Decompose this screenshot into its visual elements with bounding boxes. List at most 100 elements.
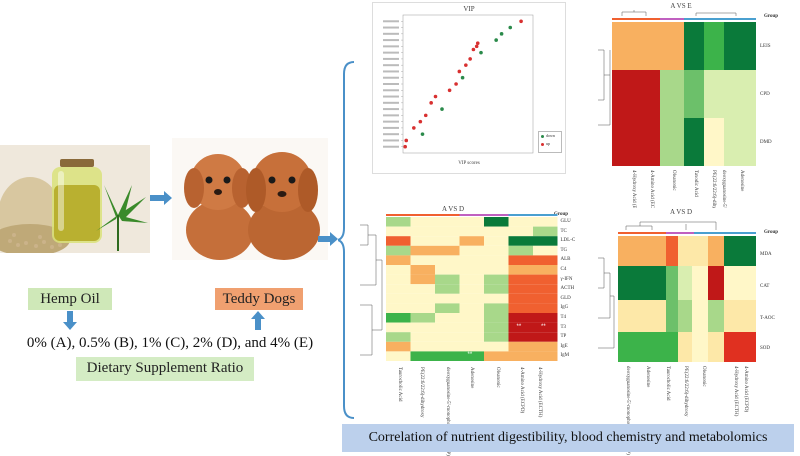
heatmap-a-vs-d1-cell bbox=[386, 313, 411, 323]
heatmap-a-vs-d1-cell bbox=[435, 255, 460, 265]
heatmap-a-vs-d2-panel: A VS D Group bbox=[596, 208, 792, 455]
vip-point-up bbox=[412, 126, 416, 130]
heatmap-a-vs-d1-cell bbox=[484, 236, 509, 246]
heatmap-a-vs-d1-cell bbox=[459, 351, 484, 361]
heatmap-a-vs-d1-cell bbox=[484, 265, 509, 275]
heatmap-a-vs-d1-cell bbox=[386, 303, 411, 313]
heatmap-a-vs-d1-row: ACTH bbox=[560, 286, 575, 292]
vip-point-down bbox=[460, 75, 465, 80]
heatmap-a-vs-d1-cell bbox=[508, 226, 533, 237]
heatmap-a-vs-d1-grid bbox=[360, 214, 558, 361]
heatmap-a-vs-d2-col-1: Adenosine bbox=[645, 366, 650, 388]
heatmap-a-vs-d2-grid bbox=[598, 221, 756, 362]
heatmap-a-vs-d1-cell bbox=[459, 322, 484, 333]
heatmap-a-vs-d1-cell bbox=[459, 245, 484, 256]
heatmap-a-vs-e-panel: A VS E Group LEIS CPD DMD 4-Hydroxy Acid… bbox=[596, 2, 792, 259]
heatmap-a-vs-d1-cell bbox=[508, 303, 533, 313]
heatmap-a-vs-d1-row: TG bbox=[560, 247, 568, 253]
vip-metabolite-label bbox=[383, 120, 399, 123]
heatmap-a-vs-e-title: A VS E bbox=[670, 2, 692, 10]
heatmap-a-vs-d1-row: T4 bbox=[560, 315, 567, 320]
heatmap-a-vs-d2-col-4: Oleanonic bbox=[701, 366, 706, 387]
heatmap-a-vs-d1-row: C4 bbox=[560, 267, 567, 272]
heatmap-a-vs-d1-cell bbox=[484, 313, 509, 323]
vip-metabolite-label bbox=[383, 95, 399, 98]
heatmap-a-vs-d1-cell bbox=[484, 284, 509, 294]
heatmap-a-vs-d1-cell bbox=[533, 332, 558, 342]
heatmap-a-vs-d1-cell bbox=[508, 351, 533, 361]
heatmap-a-vs-e-row-2: DMD bbox=[760, 140, 772, 145]
heatmap-a-vs-d1-cell bbox=[435, 293, 460, 304]
heatmap-a-vs-d1-cell bbox=[435, 303, 460, 313]
heatmap-a-vs-d1-cell bbox=[508, 245, 533, 256]
heatmap-a-vs-d1-cell bbox=[435, 341, 460, 352]
heatmap-a-vs-d1-cell bbox=[533, 351, 558, 361]
vip-frame bbox=[402, 14, 534, 154]
heatmap-a-vs-d1-cell bbox=[435, 351, 460, 361]
heatmap-a-vs-d1-cell bbox=[533, 236, 558, 246]
heatmap-a-vs-d1-cell bbox=[533, 303, 558, 313]
heatmap-a-vs-d1-cell bbox=[508, 274, 533, 285]
heatmap-a-vs-d1-cell bbox=[533, 217, 558, 227]
heatmap-a-vs-d1-cell bbox=[459, 217, 484, 227]
heatmap-a-vs-d1-row: LDL-C bbox=[560, 238, 576, 244]
vip-point-up bbox=[468, 57, 472, 61]
heatmap-a-vs-d1-cell bbox=[386, 332, 411, 342]
heatmap-a-vs-d1-cell bbox=[410, 217, 435, 227]
heatmap-a-vs-d1-cell bbox=[410, 313, 435, 323]
legend-down-dot bbox=[541, 135, 544, 138]
heatmap-a-vs-d1-cell bbox=[533, 255, 558, 265]
heatmap-a-vs-d1-cell bbox=[410, 284, 435, 294]
heatmap-a-vs-d1-cell bbox=[410, 236, 435, 246]
heatmap-a-vs-d1-cell bbox=[484, 293, 509, 304]
vip-point-down bbox=[479, 50, 483, 55]
heatmap-a-vs-d2-col-5: 4-Hydroxy Acid (ECTH) bbox=[733, 366, 738, 417]
heatmap-a-vs-d1-cell bbox=[386, 217, 411, 227]
arrow-right-icon bbox=[150, 191, 172, 205]
heatmap-a-vs-d2-row-3: SOD bbox=[760, 346, 771, 351]
brace-icon bbox=[338, 61, 355, 419]
heatmap-a-vs-d2-col-2: Taurocholic Acid bbox=[665, 366, 670, 401]
heatmap-a-vs-e-group: Group bbox=[764, 14, 779, 19]
vip-point-down bbox=[508, 25, 513, 30]
vip-point-down bbox=[499, 32, 504, 36]
heatmap-a-vs-d1-row: TP bbox=[560, 334, 567, 340]
vip-metabolite-label bbox=[383, 51, 399, 54]
heatmap-a-vs-d1-cell bbox=[459, 226, 484, 237]
dietary-supplement-ratio-label: Dietary Supplement Ratio bbox=[76, 357, 254, 381]
teddy-dogs-photo bbox=[172, 138, 328, 260]
heatmap-a-vs-d1-cell bbox=[410, 293, 435, 304]
heatmap-a-vs-d1-cell bbox=[459, 236, 484, 246]
heatmap-a-vs-d1-row: IgM bbox=[560, 353, 570, 359]
heatmap-a-vs-d1-cell bbox=[435, 284, 460, 294]
arrow-right-icon-2 bbox=[318, 232, 338, 246]
heatmap-a-vs-d1-cell bbox=[459, 332, 484, 342]
vip-legend: down up bbox=[538, 131, 562, 153]
vip-point-up bbox=[475, 41, 480, 46]
vip-point-up bbox=[418, 119, 423, 124]
heatmap-a-vs-d2-title: A VS D bbox=[669, 208, 693, 216]
heatmap-a-vs-e-col-6: Adenosine bbox=[739, 170, 744, 192]
heatmap-a-vs-d1-cell bbox=[410, 274, 435, 285]
vip-point-up bbox=[474, 44, 479, 49]
heatmap-a-vs-d1-cell bbox=[508, 293, 533, 304]
heatmap-a-vs-d1-cell bbox=[533, 226, 558, 237]
heatmap-a-vs-d1-cell bbox=[484, 217, 509, 227]
vip-metabolite-label bbox=[383, 32, 399, 35]
heatmap-a-vs-d1-cell bbox=[410, 265, 435, 275]
vip-point-up bbox=[471, 47, 476, 52]
heatmap-a-vs-d1-cell bbox=[484, 226, 509, 237]
teddy-dogs-label: Teddy Dogs bbox=[215, 288, 303, 310]
heatmap-a-vs-d1-star: ** bbox=[467, 352, 473, 359]
heatmap-a-vs-d1-col-5: 4-Amino Acid (ECPD) bbox=[519, 367, 524, 414]
heatmap-a-vs-d1-cell bbox=[386, 255, 411, 265]
heatmap-a-vs-d1-cell bbox=[533, 293, 558, 304]
hemp-oil-photo bbox=[0, 145, 150, 253]
heatmap-a-vs-d2-row-1: CAT bbox=[760, 284, 770, 289]
vip-metabolite-label bbox=[383, 83, 399, 85]
heatmap-a-vs-d2-group: Group bbox=[764, 230, 779, 235]
vip-metabolite-label bbox=[383, 126, 399, 129]
vip-plot bbox=[383, 14, 534, 154]
heatmap-a-vs-d1-cell bbox=[410, 303, 435, 313]
vip-point-down bbox=[440, 107, 444, 111]
